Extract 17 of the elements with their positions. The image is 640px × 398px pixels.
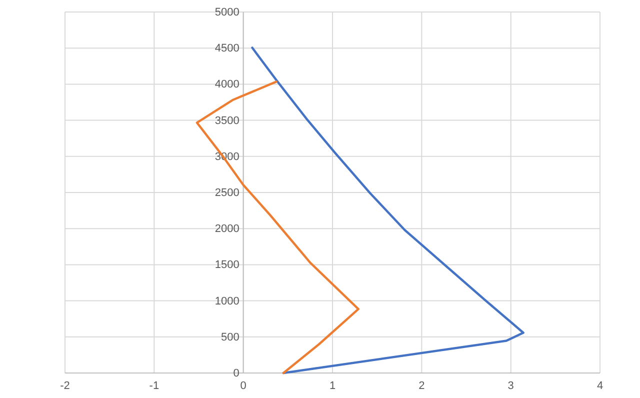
x-tick-label: 2	[418, 380, 425, 392]
y-tick-label: 2500	[214, 187, 240, 200]
x-tick-label: 1	[329, 380, 336, 392]
x-tick-label: 4	[596, 380, 604, 392]
y-tick-label: 4000	[214, 78, 240, 91]
y-tick-label: 0	[233, 368, 240, 380]
y-tick-label: 3500	[214, 114, 240, 127]
y-tick-label: 500	[220, 331, 240, 344]
y-tick-label: 2000	[214, 223, 240, 236]
line-series	[251, 46, 524, 374]
x-tick-label: -2	[60, 380, 70, 392]
y-tick-label: 4500	[214, 42, 240, 55]
y-tick-label: 1500	[214, 259, 240, 272]
y-tick-label: 1000	[214, 295, 240, 308]
x-tick-label: 3	[508, 380, 514, 392]
x-tick-label: -1	[149, 380, 160, 392]
y-tick-label: 5000	[214, 6, 240, 19]
